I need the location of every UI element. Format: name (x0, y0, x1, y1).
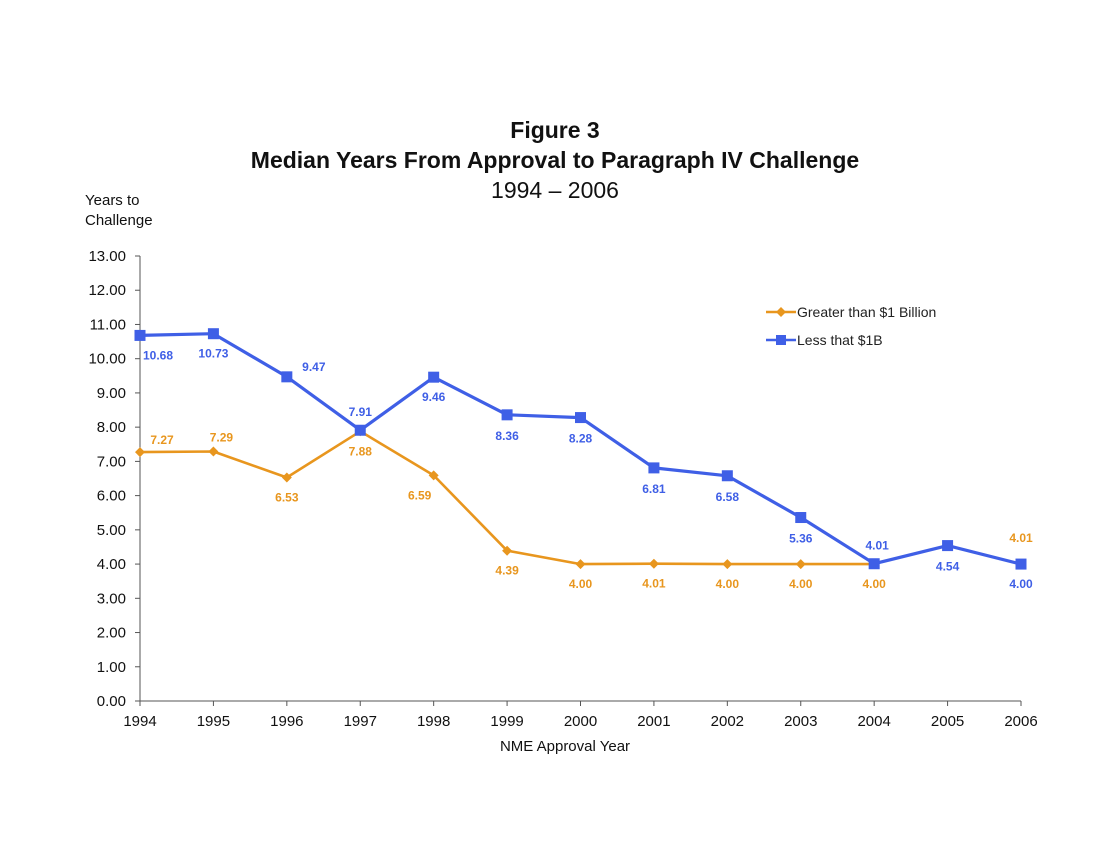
chart-date-range: 1994 – 2006 (491, 177, 619, 203)
x-tick-label: 1996 (270, 713, 303, 730)
data-point-marker (501, 409, 513, 421)
chart-subtitle: Median Years From Approval to Paragraph … (250, 147, 860, 173)
data-point-marker (795, 559, 806, 570)
x-axis-label: NME Approval Year (499, 738, 631, 755)
legend-marker (776, 335, 786, 345)
data-label: 6.53 (275, 490, 299, 504)
y-tick-label: 2.00 (97, 625, 126, 642)
x-tick-label: 1999 (490, 713, 523, 730)
data-point-marker (721, 470, 733, 482)
y-axis-label: Years to Challenge (85, 191, 153, 231)
data-label: 4.00 (1009, 577, 1033, 591)
data-point-marker (134, 329, 146, 341)
x-tick-label: 2003 (784, 713, 817, 730)
data-label: 9.47 (302, 360, 326, 374)
data-point-marker (207, 328, 219, 340)
data-label: 10.68 (143, 348, 173, 362)
data-label: 7.91 (349, 405, 373, 419)
data-point-marker (795, 512, 807, 524)
chart-title-block: Figure 3 Median Years From Approval to P… (0, 115, 1100, 205)
y-tick-label: 5.00 (97, 522, 126, 539)
data-label: 4.01 (642, 577, 666, 591)
data-point-marker (648, 462, 660, 474)
y-tick-label: 4.00 (97, 556, 126, 573)
data-point-marker (575, 412, 586, 424)
data-label: 6.81 (642, 482, 666, 496)
data-label: 4.00 (716, 577, 740, 591)
x-tick-label: 2000 (564, 713, 597, 730)
data-point-marker (942, 540, 954, 552)
y-tick-label: 1.00 (97, 659, 126, 676)
data-label: 7.27 (150, 433, 174, 447)
y-tick-label: 13.00 (88, 248, 126, 265)
data-point-marker (648, 558, 659, 569)
data-point-marker (135, 447, 145, 458)
data-label: 7.29 (210, 430, 234, 444)
data-label: 8.28 (569, 432, 593, 446)
x-tick-label: 1995 (197, 713, 230, 730)
data-label: 4.00 (569, 577, 593, 591)
data-point-marker (502, 545, 513, 556)
legend-label: Greater than $1 Billion (797, 304, 936, 320)
data-point-marker (428, 470, 439, 481)
y-tick-label: 9.00 (97, 385, 126, 402)
data-label: 8.36 (495, 429, 519, 443)
data-label: 4.01 (865, 539, 889, 553)
data-point-marker (868, 558, 880, 570)
data-point-marker (428, 371, 440, 383)
data-label: 4.01 (1009, 531, 1033, 545)
y-tick-label: 8.00 (97, 419, 126, 436)
data-point-marker (575, 559, 586, 570)
chart-title: Figure 3 (510, 117, 600, 143)
x-tick-label: 2006 (1004, 713, 1037, 730)
y-tick-label: 12.00 (88, 282, 126, 299)
y-tick-label: 6.00 (97, 488, 126, 505)
data-label: 4.00 (789, 577, 813, 591)
y-tick-label: 10.00 (88, 351, 126, 368)
y-axis-label-line1: Years to (85, 192, 140, 209)
legend-label: Less that $1B (797, 332, 883, 348)
data-label: 6.59 (408, 488, 432, 502)
data-label: 4.39 (495, 564, 519, 578)
data-label: 4.00 (862, 577, 886, 591)
data-label: 4.54 (936, 560, 960, 574)
data-point-marker (722, 559, 733, 570)
data-label: 6.58 (716, 490, 740, 504)
x-tick-label: 2002 (711, 713, 744, 730)
data-label: 10.73 (198, 347, 228, 361)
x-tick-label: 1998 (417, 713, 450, 730)
y-tick-label: 0.00 (97, 693, 126, 710)
y-tick-label: 11.00 (90, 316, 126, 333)
data-point-marker (1015, 558, 1027, 570)
data-point-marker (281, 472, 292, 483)
y-tick-label: 3.00 (97, 590, 126, 607)
x-tick-label: 1994 (123, 713, 156, 730)
data-label: 5.36 (789, 532, 813, 546)
series-line (139, 332, 1022, 566)
data-label: 9.46 (422, 390, 446, 404)
data-point-marker (281, 371, 293, 383)
x-tick-label: 2001 (637, 713, 670, 730)
data-point-marker (208, 446, 219, 457)
x-tick-label: 1997 (344, 713, 377, 730)
y-axis-label-line2: Challenge (85, 212, 153, 229)
data-label: 7.88 (349, 444, 373, 458)
x-tick-label: 2005 (931, 713, 964, 730)
data-point-marker (354, 424, 366, 436)
y-tick-label: 7.00 (97, 453, 126, 470)
x-tick-label: 2004 (857, 713, 890, 730)
legend-marker (776, 307, 786, 317)
